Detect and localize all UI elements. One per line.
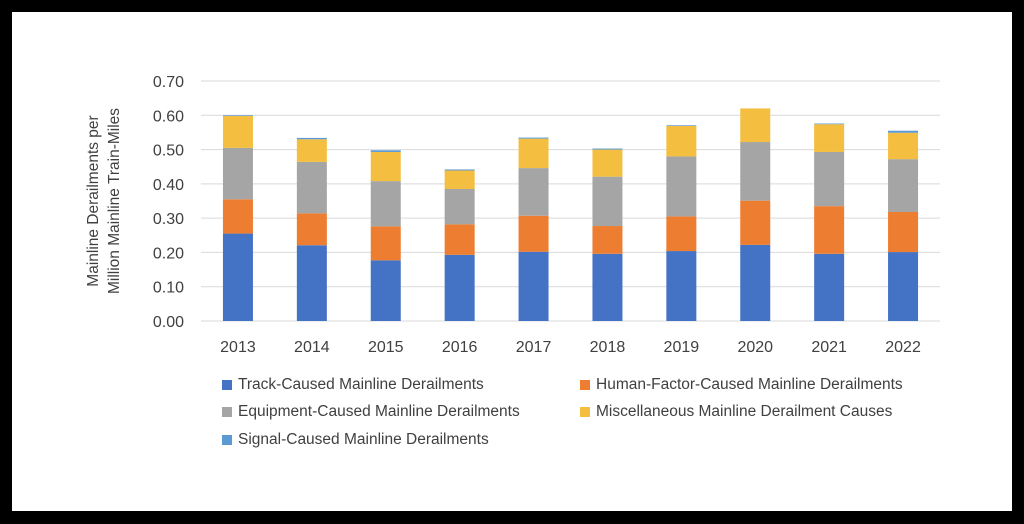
bar-segment [370,151,401,182]
y-axis-label-line1: Mainline Derailments per [85,115,102,286]
bar-stack-2015 [370,150,401,321]
y-tick-label: 0.50 [153,143,184,160]
bar-segment [592,176,623,227]
bar-segment [814,124,845,152]
bar-segment [518,168,549,216]
bar-segment [370,150,401,152]
bar-segment [814,253,845,321]
legend-item: Human-Factor-Caused Mainline Derailments [580,376,903,394]
bar-segment [518,138,549,169]
bar-segment [296,245,327,321]
bar-segment [666,156,697,217]
legend-swatch [222,435,232,445]
bar-segment [518,215,549,252]
bar-segment [370,260,401,321]
legend-swatch [580,407,590,417]
bar-segment [592,226,623,254]
bar-segment [814,123,845,125]
legend-swatch [222,407,232,417]
bar-segment [888,132,919,160]
legend-label: Equipment-Caused Mainline Derailments [238,403,520,420]
y-tick-label: 0.20 [153,245,184,262]
x-tick-label: 2020 [737,339,773,356]
bar-segment [222,199,253,234]
bar-segment [888,211,919,253]
legend-item: Signal-Caused Mainline Derailments [222,431,489,449]
bar-segment [222,115,253,148]
y-tick-label: 0.00 [153,314,184,331]
legend-label: Signal-Caused Mainline Derailments [238,431,489,448]
bar-stack-2021 [814,123,845,321]
bar-segment [666,125,697,126]
bar-segment [444,254,475,321]
x-tick-label: 2018 [590,339,626,356]
bar-segment [740,200,771,245]
bar-segment [444,224,475,255]
bar-stack-2016 [444,169,475,321]
bar-segment [592,148,623,150]
bar-stack-2014 [296,137,327,321]
legend-item: Miscellaneous Mainline Derailment Causes [580,403,892,421]
bar-segment [888,252,919,321]
bar-segment [222,147,253,200]
bar-segment [814,206,845,254]
bar-segment [518,251,549,321]
bar-segment [444,170,475,189]
bar-segment [888,130,919,133]
bar-segment [296,139,327,162]
legend-label: Human-Factor-Caused Mainline Derailments [596,376,903,393]
x-tick-label: 2022 [885,339,921,356]
y-tick-label: 0.60 [153,108,184,125]
legend-item: Equipment-Caused Mainline Derailments [222,403,520,421]
x-tick-label: 2021 [811,339,847,356]
x-tick-label: 2016 [442,339,478,356]
y-tick-label: 0.10 [153,280,184,297]
bar-stack-2018 [592,148,623,321]
x-tick-label: 2013 [220,339,256,356]
bar-segment [222,115,253,116]
bar-segment [740,244,771,321]
bar-segment [666,125,697,157]
bar-segment [296,213,327,246]
y-axis-ticks: 0.00 0.10 0.20 0.30 0.40 0.50 0.60 0.70 [153,74,184,331]
legend-swatch [580,380,590,390]
bar-stack-2017 [518,137,549,321]
x-tick-label: 2015 [368,339,404,356]
bar-segment [666,251,697,321]
bar-segment [592,253,623,321]
bar-segment [444,169,475,171]
y-tick-label: 0.70 [153,74,184,91]
y-axis-label-line2: Million Mainline Train-Miles [106,108,123,294]
bar-segment [296,161,327,214]
chart-panel [12,12,1012,511]
bar-segment [222,233,253,321]
bar-segment [370,226,401,261]
legend-label: Miscellaneous Mainline Derailment Causes [596,403,893,420]
legend-label: Track-Caused Mainline Derailments [238,376,484,393]
bar-stack-2019 [666,125,697,321]
bars [222,108,919,321]
legend-item: Track-Caused Mainline Derailments [222,376,484,394]
x-tick-label: 2019 [664,339,700,356]
bar-segment [666,216,697,252]
bar-segment [518,137,549,139]
bar-stack-2013 [222,115,253,321]
x-tick-label: 2014 [294,339,330,356]
x-tick-label: 2017 [516,339,552,356]
bar-segment [740,108,771,143]
bar-segment [444,189,475,225]
bar-segment [888,159,919,212]
bar-segment [296,137,327,140]
x-axis-ticks: 2013 2014 2015 2016 2017 2018 2019 2020 2021 2022 [220,339,921,356]
bar-segment [592,149,623,177]
bar-segment [370,181,401,227]
bar-segment [814,151,845,207]
bar-stack-2022 [888,130,919,321]
bar-segment [740,142,771,201]
y-tick-label: 0.30 [153,211,184,228]
legend-swatch [222,380,232,390]
bar-stack-2020 [740,108,771,321]
y-tick-label: 0.40 [153,177,184,194]
